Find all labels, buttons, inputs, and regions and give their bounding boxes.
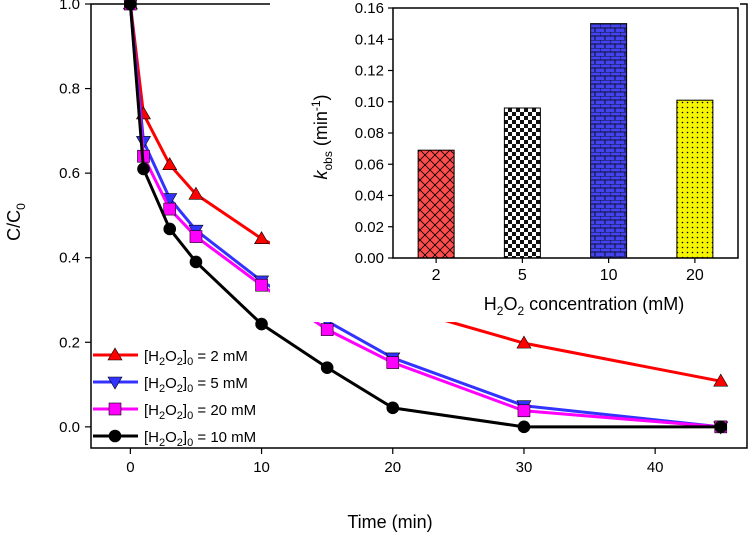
data-point	[386, 356, 400, 369]
main-x-tick-label: 0	[126, 459, 134, 476]
legend-marker	[108, 429, 122, 443]
inset-bar-5	[503, 107, 541, 259]
data-point	[386, 401, 400, 415]
data-point	[255, 317, 268, 331]
data-point	[714, 420, 728, 434]
series-3	[124, 0, 728, 434]
legend-entry: [H2O2]0 = 20 mM	[93, 402, 256, 422]
legend-entry: [H2O2]0 = 2 mM	[93, 347, 248, 368]
inset-x-tick-label: 20	[686, 267, 704, 284]
legend: [H2O2]0 = 2 mM [H2O2]0 = 5 mM [H2O2]0 = 20…	[93, 347, 256, 449]
legend-label: [H2O2]0 = 5 mM	[144, 375, 248, 395]
legend-marker	[107, 347, 123, 361]
inset-bar-10	[590, 23, 628, 259]
data-point	[163, 202, 177, 216]
inset-y-ticks: 0.00 0.02 0.04 0.06 0.08 0.10 0.12 0.14 0.16	[355, 0, 393, 267]
data-point	[188, 186, 204, 200]
data-point	[516, 335, 532, 349]
inset-bar-2	[417, 149, 455, 259]
data-point	[137, 162, 150, 176]
legend-entry: [H2O2]0 = 5 mM	[93, 375, 248, 395]
legend-label: [H2O2]0 = 10 mM	[144, 429, 256, 449]
main-y-tick-label: 0.8	[59, 81, 80, 98]
inset-y-tick-label: 0.16	[355, 0, 384, 17]
main-x-tick-label: 40	[647, 459, 664, 476]
inset-y-tick-label: 0.04	[355, 188, 384, 205]
data-point	[517, 404, 531, 418]
main-x-axis-title: Time (min)	[347, 512, 432, 532]
inset-y-tick-label: 0.08	[355, 125, 384, 142]
inset-y-tick-label: 0.00	[355, 250, 384, 267]
main-y-axis-title: C/C0	[4, 203, 28, 241]
legend-label: [H2O2]0 = 20 mM	[144, 402, 256, 422]
main-x-ticks: 0 10 20 30 40	[126, 448, 664, 476]
inset-bar-20	[676, 99, 714, 259]
data-point	[162, 157, 178, 170]
inset-y-axis-title: kobs (min-1)	[309, 94, 335, 179]
data-point	[124, 0, 137, 11]
main-y-tick-label: 0.6	[59, 165, 80, 182]
inset-x-tick-label: 2	[432, 267, 441, 284]
main-plot: 0 10 20 30 40 0.00.20.40.60.81.0 Time (min) …	[4, 0, 748, 532]
inset-y-tick-label: 0.06	[355, 156, 384, 173]
main-y-tick-label: 0.2	[59, 334, 80, 351]
data-point	[713, 373, 729, 387]
data-point	[189, 255, 203, 269]
data-point	[320, 361, 334, 374]
main-x-tick-label: 20	[384, 459, 401, 476]
legend-label: [H2O2]0 = 2 mM	[144, 348, 248, 368]
legend-entry: [H2O2]0 = 10 mM	[93, 429, 256, 449]
main-y-ticks: 0.0 0.2 0.4 0.6 0.8 1.0	[59, 0, 91, 436]
legend-marker	[108, 402, 122, 416]
data-point	[320, 323, 334, 336]
inset-x-tick-label: 10	[600, 267, 618, 284]
inset-x-axis-title: H2O2 concentration (mM)	[484, 294, 684, 318]
main-y-tick-label: 0.0	[59, 419, 80, 436]
data-point	[189, 230, 203, 243]
inset-x-ticks: 2 5 10 20	[432, 258, 704, 284]
main-y-tick-label: 0.4	[59, 250, 80, 267]
main-x-tick-label: 30	[516, 459, 533, 476]
data-point	[255, 278, 268, 292]
main-y-tick-label: 1.0	[59, 0, 80, 13]
data-point	[517, 420, 531, 434]
data-point	[254, 231, 270, 244]
inset-y-tick-label: 0.02	[355, 219, 384, 236]
inset-y-tick-label: 0.14	[355, 31, 384, 48]
main-x-tick-label: 10	[253, 459, 270, 476]
inset-y-tick-label: 0.10	[355, 94, 384, 111]
inset-bar-chart: 2 5 10 20 0.000.020.040.060.080.100.120.140…	[270, 0, 740, 322]
inset-x-tick-label: 5	[518, 267, 527, 284]
inset-y-tick-label: 0.12	[355, 63, 384, 80]
data-point	[163, 222, 177, 236]
legend-marker	[107, 376, 123, 390]
